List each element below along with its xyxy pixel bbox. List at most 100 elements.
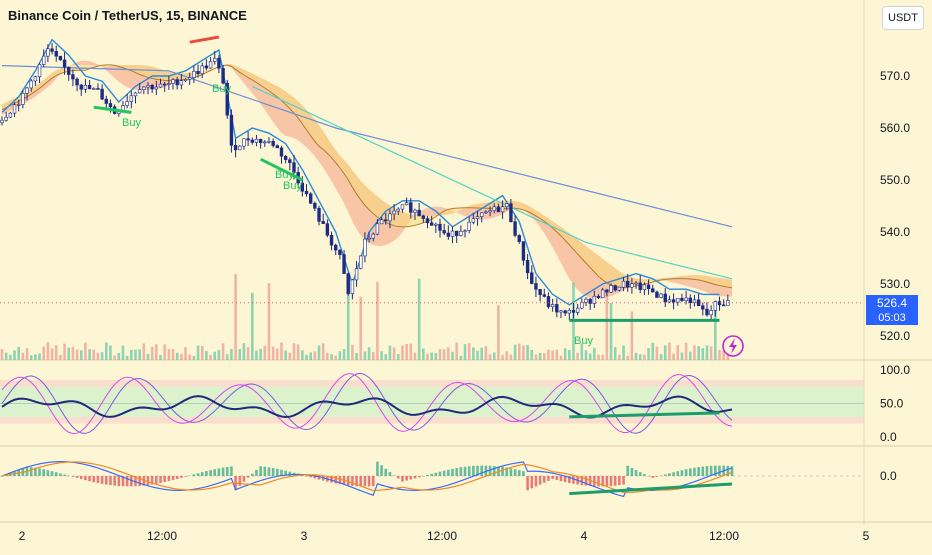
candle-body (346, 273, 350, 294)
volume-bar (501, 354, 504, 360)
buy-signal-label: Buy (574, 335, 593, 347)
volume-bar (34, 354, 37, 360)
volume-bar (163, 344, 166, 360)
candle-body (58, 55, 63, 61)
candle-body (204, 65, 209, 69)
candle-body (129, 95, 134, 102)
candle-body (446, 232, 451, 237)
macd-histogram-bar (701, 466, 705, 476)
candle-body (575, 307, 580, 313)
volume-bar (67, 347, 71, 360)
volume-bar (601, 354, 604, 360)
macd-histogram-bar (155, 476, 158, 484)
candle-body (450, 230, 455, 237)
candle-body (171, 79, 175, 84)
price-axis-label: 530.0 (880, 277, 910, 291)
macd-histogram-bar (134, 476, 137, 487)
volume-bar (330, 354, 333, 360)
volume-bar (626, 355, 630, 360)
volume-bar (668, 342, 671, 360)
candle-body (709, 310, 713, 316)
chart-title: Binance Coin / TetherUS, 15, BINANCE (8, 8, 247, 23)
candle-body (300, 182, 305, 192)
candle-body (83, 84, 88, 90)
lightning-icon (722, 335, 744, 357)
candle-body (417, 209, 421, 217)
candle-body (50, 48, 54, 52)
volume-bar (597, 354, 600, 360)
volume-bar (117, 352, 121, 360)
volume-bar (472, 347, 475, 360)
candle-body (87, 84, 92, 90)
candle-body (104, 98, 108, 104)
candle-body (250, 139, 254, 143)
volume-bar (230, 349, 233, 360)
volume-bar (568, 349, 571, 360)
candle-body (8, 112, 13, 118)
macd-axis-label: 0.0 (880, 469, 897, 483)
macd-histogram-bar (171, 476, 175, 481)
volume-bar (296, 344, 300, 360)
volume-bar (134, 349, 137, 360)
macd-histogram-bar (255, 469, 258, 476)
macd-histogram-bar (92, 476, 96, 483)
macd-histogram-bar (84, 476, 87, 481)
volume-bar (309, 352, 312, 360)
macd-histogram-bar (501, 467, 504, 476)
candle-body (367, 237, 371, 240)
macd-histogram-bar (426, 474, 429, 476)
macd-histogram-bar (159, 476, 162, 483)
volume-bar (92, 349, 96, 360)
volume-bar (242, 343, 246, 360)
volume-bar (451, 351, 454, 360)
candle-body (459, 231, 463, 236)
macd-histogram-bar (697, 467, 700, 476)
candle-body (567, 310, 572, 314)
macd-histogram-bar (117, 476, 121, 487)
macd-histogram-bar (626, 465, 630, 476)
candle-body (108, 103, 113, 108)
macd-histogram-bar (67, 475, 71, 477)
volume-bar (467, 343, 471, 360)
candle-body (667, 299, 672, 303)
macd-histogram-bar (605, 476, 609, 487)
volume-bar (346, 288, 350, 360)
volume-bar (655, 346, 659, 360)
ma-ribbon-red (2, 60, 732, 299)
countdown-tag: 05:03 (866, 311, 918, 325)
volume-bar (142, 343, 146, 360)
macd-histogram-bar (317, 476, 321, 480)
candle-body (292, 162, 296, 173)
macd-histogram-bar (355, 476, 358, 487)
candle-body (375, 223, 380, 235)
macd-histogram-bar (618, 476, 621, 486)
volume-bar (480, 347, 484, 360)
candle-body (642, 284, 647, 290)
macd-histogram-bar (405, 476, 408, 481)
candle-body (308, 193, 313, 204)
candle-body (100, 88, 104, 100)
macd-histogram-bar (726, 465, 730, 476)
macd-histogram-bar (205, 471, 208, 476)
macd-histogram-bar (104, 476, 108, 485)
candle-body (463, 230, 467, 232)
volume-bar (380, 351, 383, 360)
candle-body (208, 61, 213, 69)
macd-histogram-bar (684, 469, 688, 476)
volume-bar (401, 345, 404, 360)
volume-bar (426, 353, 429, 360)
macd-histogram-bar (188, 475, 192, 477)
volume-bar (392, 347, 396, 360)
currency-button[interactable]: USDT (882, 6, 924, 30)
macd-histogram-bar (63, 474, 66, 476)
macd-histogram-bar (396, 476, 400, 479)
volume-bar (96, 352, 100, 360)
candle-body (304, 190, 309, 195)
volume-bar (159, 354, 162, 360)
macd-histogram-bar (338, 476, 342, 485)
candle-body (684, 297, 688, 301)
volume-bar (705, 345, 709, 360)
candle-body (258, 138, 263, 144)
